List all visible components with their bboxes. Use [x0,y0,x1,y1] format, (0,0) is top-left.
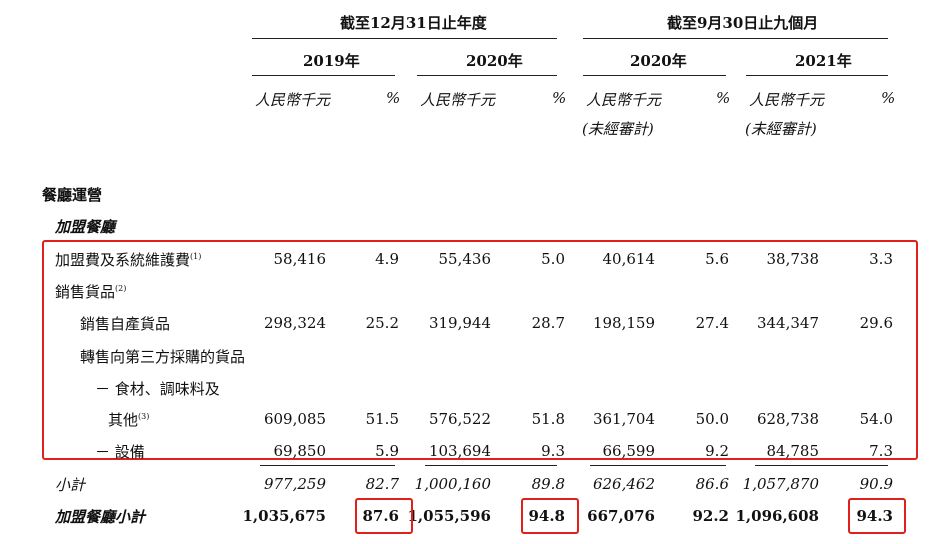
cell: 29.6 [859,314,893,332]
cell: 94.3 [856,507,893,525]
header-group-year: 截至12月31日止年度 [340,14,487,32]
row-label-franchise-subtotal: 加盟餐廳小計 [55,508,146,526]
unit-rmb-1: 人民幣千元 [255,91,331,109]
subtotal-rule-2 [425,465,557,466]
cell: 94.8 [528,507,565,525]
cell: 103,694 [428,442,491,460]
unit-pct-3: % [716,89,731,107]
cell: 50.0 [695,410,729,428]
cell: 7.3 [869,442,893,460]
cell: 54.0 [859,410,893,428]
year-header-2019: 2019年 [303,52,360,70]
cell: 5.0 [541,250,565,268]
highlight-box-pct-2019 [355,498,413,534]
unit-rmb-2: 人民幣千元 [420,91,496,109]
row-label-subtotal: 小計 [55,476,86,494]
row-label-self-produced-goods: 銷售自產貨品 [80,315,171,333]
subtotal-rule-4 [755,465,888,466]
row-label-food-ingredients: － 食材、調味料及 [95,380,220,398]
year-header-2021-nine: 2021年 [795,52,852,70]
cell: 82.7 [365,475,399,493]
row-label-others: 其他(3) [108,411,150,429]
year-header-2020-nine: 2020年 [630,52,687,70]
subtotal-rule-1 [260,465,395,466]
year-rule-2 [417,75,557,76]
cell: 84,785 [766,442,820,460]
cell: 1,000,160 [414,475,491,493]
cell: 51.8 [531,410,565,428]
cell: 5.6 [705,250,729,268]
unit-pct-1: % [386,89,401,107]
cell: 198,159 [592,314,655,332]
cell: 55,436 [438,250,492,268]
highlight-box-pct-2020 [521,498,579,534]
unit-rmb-4: 人民幣千元 [749,91,825,109]
year-header-2020-full: 2020年 [466,52,523,70]
cell: 9.2 [705,442,729,460]
cell: 9.3 [541,442,565,460]
cell: 87.6 [362,507,399,525]
unaudited-note-1: (未經審計) [582,120,654,138]
cell: 58,416 [273,250,327,268]
cell: 628,738 [756,410,819,428]
section-title: 餐廳運營 [42,186,103,204]
year-rule-4 [746,75,888,76]
cell: 1,035,675 [242,507,326,525]
highlight-box-detail-rows [42,240,918,460]
cell: 86.6 [695,475,729,493]
subtotal-rule-3 [590,465,726,466]
subsection-title: 加盟餐廳 [55,218,116,236]
cell: 66,599 [602,442,656,460]
cell: 25.2 [365,314,399,332]
year-rule-3 [583,75,726,76]
cell: 4.9 [375,250,399,268]
cell: 1,055,596 [407,507,491,525]
header-group-rule-1 [252,38,557,39]
cell: 28.7 [531,314,565,332]
cell: 298,324 [263,314,326,332]
unaudited-note-2: (未經審計) [745,120,817,138]
cell: 3.3 [869,250,893,268]
cell: 92.2 [692,507,729,525]
cell: 667,076 [587,507,655,525]
cell: 344,347 [756,314,819,332]
cell: 40,614 [602,250,656,268]
highlight-box-pct-2021 [848,498,906,534]
cell: 51.5 [365,410,399,428]
cell: 576,522 [428,410,491,428]
unit-rmb-3: 人民幣千元 [586,91,662,109]
unit-pct-2: % [552,89,567,107]
cell: 626,462 [592,475,655,493]
cell: 1,096,608 [735,507,819,525]
cell: 1,057,870 [742,475,819,493]
cell: 5.9 [375,442,399,460]
header-group-rule-2 [583,38,888,39]
row-label-equipment: － 設備 [95,443,145,461]
row-label-resale-third-party: 轉售向第三方採購的貨品 [80,348,246,366]
header-group-nine-months: 截至9月30日止九個月 [667,14,819,32]
cell: 90.9 [859,475,893,493]
row-label-sales-of-goods: 銷售貨品(2) [55,283,127,301]
cell: 609,085 [263,410,326,428]
cell: 38,738 [766,250,820,268]
year-rule-1 [252,75,395,76]
cell: 69,850 [273,442,327,460]
cell: 89.8 [531,475,565,493]
cell: 977,259 [263,475,326,493]
cell: 319,944 [428,314,491,332]
cell: 361,704 [592,410,655,428]
unit-pct-4: % [881,89,896,107]
cell: 27.4 [695,314,729,332]
row-label-franchise-fees: 加盟費及系統維護費(1) [55,251,202,269]
